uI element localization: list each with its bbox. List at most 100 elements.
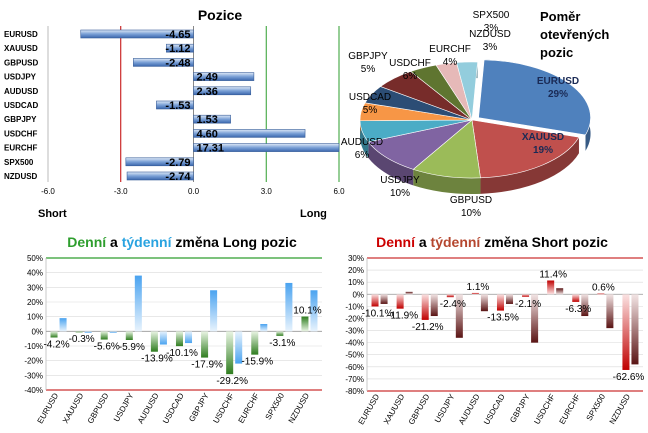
positions-value-labels: -4.65 -1.12 -2.48 2.49 2.36 -1.53 1.53 4.60 17.3… bbox=[165, 29, 224, 183]
long-weekly-bar-gbpjpy bbox=[210, 290, 218, 332]
long-daily-bar-audusd bbox=[150, 331, 158, 352]
pie-title-line-3: pozic bbox=[540, 45, 573, 60]
position-bar-eurchf bbox=[193, 143, 340, 152]
short-category-eurusd: EURUSD bbox=[357, 392, 382, 426]
short-title-rest: změna Short pozic bbox=[480, 234, 608, 250]
long-daily-bar-xauusd bbox=[75, 331, 83, 333]
short-category-usdjpy: USDJPY bbox=[433, 392, 457, 424]
pie-label-nzdusd: NZDUSD bbox=[469, 29, 511, 40]
long-daily-label-eurchf: -15.9% bbox=[241, 357, 273, 368]
position-value-spx500: -2.79 bbox=[165, 157, 190, 169]
long-change-title: Denní a týdenní změna Long pozic bbox=[67, 234, 297, 250]
long-title-and: a bbox=[106, 234, 122, 250]
positions-category-labels: EURUSD XAUUSD GBPUSD USDJPY AUDUSD USDCAD GBPJ… bbox=[4, 30, 38, 181]
long-daily-label-spx500: -3.1% bbox=[269, 338, 295, 349]
short-category-spx500: SPX500 bbox=[585, 392, 608, 422]
long-y-tick-0: 50% bbox=[27, 254, 43, 263]
positions-bars bbox=[80, 29, 340, 181]
short-weekly-bar-usdchf bbox=[556, 288, 564, 295]
short-daily-bar-gbpusd bbox=[421, 294, 429, 320]
short-daily-label-usdjpy: -2.4% bbox=[440, 299, 466, 310]
pie-slice-nzdusd bbox=[456, 61, 478, 121]
short-daily-label-usdcad: -13.5% bbox=[487, 313, 519, 324]
pie-label-spx500: SPX500 bbox=[473, 10, 510, 21]
short-weekly-bar-usdcad bbox=[506, 294, 514, 304]
position-category-eurusd: EURUSD bbox=[4, 30, 38, 39]
position-bar-usdcad bbox=[156, 100, 194, 110]
short-change-title: Denní a týdenní změna Short pozic bbox=[376, 234, 608, 250]
position-category-gbpusd: GBPUSD bbox=[4, 58, 38, 67]
position-bar-usdchf bbox=[193, 129, 306, 138]
long-daily-label-usdchf: -29.2% bbox=[216, 376, 248, 387]
pie-label-xauusd: XAUUSD bbox=[522, 132, 564, 143]
long-daily-bar-usdjpy bbox=[125, 331, 133, 340]
long-weekly-bar-spx500 bbox=[285, 282, 293, 332]
short-category-eurchf: EURCHF bbox=[558, 392, 583, 425]
pie-side-xauusd bbox=[480, 137, 579, 194]
short-category-gbpjpy: GBPJPY bbox=[508, 392, 532, 424]
long-daily-label-gbpjpy: -17.9% bbox=[191, 360, 223, 371]
pie-label-gbpjpy: GBPJPY bbox=[348, 51, 388, 62]
short-title-weekly: týdenní bbox=[431, 234, 482, 250]
position-value-eurchf: 17.31 bbox=[197, 143, 225, 155]
short-change-chart: Denní a týdenní změna Short pozic 30% 20%… bbox=[345, 234, 644, 426]
short-category-usdchf: USDCHF bbox=[532, 392, 557, 425]
long-category-gbpusd: GBPUSD bbox=[86, 391, 111, 425]
short-category-xauusd: XAUUSD bbox=[382, 392, 407, 426]
position-category-gbpjpy: GBPJPY bbox=[4, 115, 37, 124]
short-y-tick-5: -20% bbox=[345, 314, 364, 323]
short-weekly-bar-eurchf bbox=[581, 294, 589, 317]
positions-x-tick-4: 6.0 bbox=[333, 187, 345, 196]
long-daily-bar-usdcad bbox=[175, 331, 183, 347]
pie-label-usdcad: USDCAD bbox=[349, 92, 391, 103]
positions-x-tick-1: -3.0 bbox=[114, 187, 128, 196]
position-category-usdchf: USDCHF bbox=[4, 129, 37, 138]
long-y-tick-1: 40% bbox=[27, 269, 43, 278]
positions-x-tick-0: -6.0 bbox=[41, 187, 55, 196]
short-weekly-bar-usdjpy bbox=[455, 294, 463, 338]
long-title-daily: Denní bbox=[67, 234, 107, 250]
long-y-tick-9: -40% bbox=[24, 386, 43, 395]
short-daily-bar-eurusd bbox=[371, 294, 379, 307]
short-daily-label-audusd: 1.1% bbox=[467, 282, 490, 293]
long-category-usdchf: USDCHF bbox=[211, 391, 236, 424]
long-weekly-bar-gbpusd bbox=[109, 331, 117, 333]
long-weekly-bar-usdjpy bbox=[134, 275, 142, 332]
short-y-tick-11: -80% bbox=[345, 387, 364, 396]
long-change-chart: Denní a týdenní změna Long pozic 50% 40% 3… bbox=[24, 234, 322, 425]
long-daily-bar-gbpjpy bbox=[201, 331, 209, 358]
long-category-xauusd: XAUUSD bbox=[61, 391, 86, 425]
short-daily-label-spx500: 0.6% bbox=[592, 283, 615, 294]
pie-pct-nzdusd: 3% bbox=[483, 42, 498, 53]
pie-label-eurusd: EURUSD bbox=[537, 76, 579, 87]
long-daily-label-nzdusd: 10.1% bbox=[293, 306, 321, 317]
pie-label-usdchf: USDCHF bbox=[389, 58, 431, 69]
long-y-tick-4: 10% bbox=[27, 313, 43, 322]
position-value-usdcad: -1.53 bbox=[165, 100, 190, 112]
short-daily-bar-usdchf bbox=[547, 280, 555, 295]
positions-x-tick-3: 3.0 bbox=[261, 187, 273, 196]
pie-pct-usdjpy: 10% bbox=[390, 188, 410, 199]
pie-pct-spx500: 3% bbox=[484, 23, 499, 34]
position-value-xauusd: -1.12 bbox=[165, 43, 190, 55]
long-weekly-bar-nzdusd bbox=[310, 290, 318, 332]
short-daily-bar-audusd bbox=[471, 292, 479, 295]
pie-side-audusd bbox=[360, 120, 369, 159]
short-daily-bar-usdjpy bbox=[446, 294, 454, 298]
position-bar-audusd bbox=[193, 86, 252, 96]
short-daily-label-nzdusd: -62.6% bbox=[613, 372, 645, 383]
short-axis-label: Short bbox=[38, 208, 67, 220]
pie-slices bbox=[359, 59, 591, 179]
positions-x-ticks: -6.0 -3.0 0.0 3.0 6.0 bbox=[41, 187, 345, 196]
short-daily-bar-spx500 bbox=[597, 293, 605, 295]
long-category-audusd: AUDUSD bbox=[136, 391, 161, 425]
short-y-tick-0: 30% bbox=[348, 254, 364, 263]
position-category-eurchf: EURCHF bbox=[4, 144, 37, 153]
pie-title-line-1: Poměr bbox=[540, 9, 580, 24]
position-value-usdjpy: 2.49 bbox=[197, 72, 218, 84]
short-y-tick-3: 0% bbox=[352, 290, 364, 299]
long-weekly-bar-eurchf bbox=[260, 324, 268, 332]
short-daily-bar-xauusd bbox=[396, 294, 404, 309]
short-category-nzdusd: NZDUSD bbox=[608, 392, 633, 426]
pie-pct-xauusd: 19% bbox=[533, 145, 553, 156]
